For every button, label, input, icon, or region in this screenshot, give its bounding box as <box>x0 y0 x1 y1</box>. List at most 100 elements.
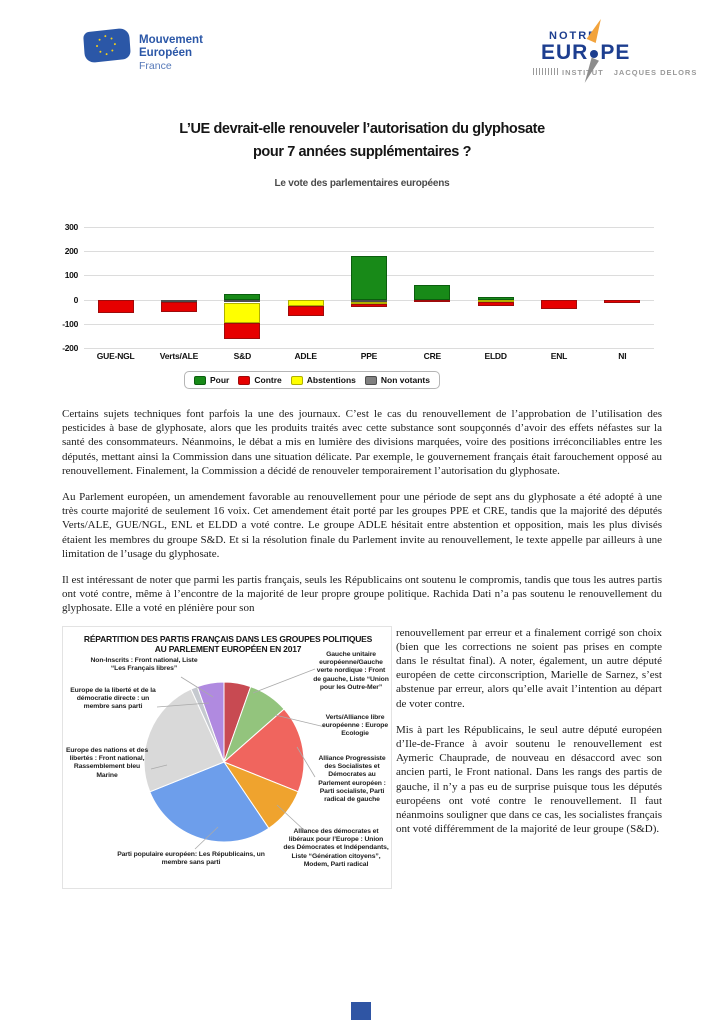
x-category-label: ENL <box>550 351 568 361</box>
x-category-label: S&D <box>233 351 252 361</box>
bar-segment-pour <box>351 255 387 300</box>
bar-plot <box>84 227 654 349</box>
page-title: L’UE devrait-elle renouveler l’autorisat… <box>0 118 724 164</box>
bar-segment-pour <box>414 284 451 300</box>
chart-legend-row: Pour Contre Abstentions Non votants <box>0 371 724 389</box>
barcode-icon <box>533 68 559 75</box>
legend-swatch-non_votants <box>364 375 377 385</box>
bar-segment-abstentions <box>287 299 324 307</box>
legend-label: Non votants <box>380 375 430 385</box>
legend-swatch-pour <box>193 375 206 385</box>
paragraph-4: Mis à part les Républicains, le seul aut… <box>396 723 662 836</box>
institut-label: INSTITUT <box>562 68 604 77</box>
bar-segment-contre <box>97 299 134 314</box>
body-text: Certains sujets techniques font parfois … <box>62 407 662 893</box>
leader-line-sd <box>296 746 316 777</box>
x-category-label: CRE <box>423 351 442 361</box>
y-tick-label: 0 <box>73 294 79 305</box>
jacques-delors-label: JACQUES DELORS <box>613 68 698 77</box>
gridline <box>84 348 654 349</box>
bar-segment-contre <box>414 299 451 302</box>
pie-chart-box: RÉPARTITION DES PARTIS FRANÇAIS DANS LES… <box>62 625 392 889</box>
legend-swatch-abstentions <box>290 375 303 385</box>
bar-segment-abstentions <box>351 302 387 304</box>
paragraph-1: Certains sujets techniques font parfois … <box>62 408 662 477</box>
bar-x-axis: GUE-NGL Verts/ALE S&D ADLE PPE CRE ELDD ENL NI <box>84 351 654 363</box>
compass-hub-icon <box>590 50 599 58</box>
bar-segment-abstentions <box>477 299 514 302</box>
bar-segment-non_votants <box>161 299 197 302</box>
legend-swatch-contre <box>238 375 251 385</box>
pie-label-ppe: Parti populaire européen: Les Républicai… <box>117 850 265 866</box>
y-tick-label: 100 <box>64 270 79 281</box>
leader-line-eldd <box>156 702 210 708</box>
gridline <box>84 227 654 228</box>
legend-label: Contre <box>254 375 282 385</box>
notre-europe-logo: NOTRE EUR PE INSTITUT JACQUES DELORS <box>533 17 696 85</box>
notre-label: NOTRE <box>549 30 598 42</box>
bar-segment-contre <box>604 299 641 303</box>
pie-label-verts: Verts/Alliance libre européenne : Europe… <box>321 713 389 738</box>
bar-segment-contre <box>161 301 197 313</box>
x-category-label: GUE-NGL <box>96 351 135 361</box>
pie-slice-ppe <box>149 761 270 843</box>
x-category-label: ADLE <box>294 351 317 361</box>
logo-line: Mouvement <box>139 34 203 46</box>
pie-slice-ni <box>196 681 225 762</box>
bar-segment-contre <box>477 302 514 307</box>
legend-label: Pour <box>209 375 230 385</box>
pie-label-eldd: Europe de la liberté et de la démocratie… <box>70 686 156 711</box>
y-tick-label: -100 <box>62 318 78 329</box>
leader-line-gue <box>252 668 316 694</box>
pie-label-adle: Alliance des démocrates et libéraux pour… <box>283 827 389 868</box>
y-tick-label: -200 <box>62 343 78 353</box>
mouvement-europeen-wordmark: Mouvement Européen France <box>139 30 203 73</box>
gridline <box>84 323 654 325</box>
x-category-label: Verts/ALE <box>159 351 199 361</box>
title-line-2: pour 7 années supplémentaires ? <box>252 144 472 160</box>
bar-segment-contre <box>224 322 261 339</box>
footer-page-marker <box>351 1002 371 1020</box>
paragraph-3-continued: renouvellement par erreur et a finalemen… <box>396 626 662 710</box>
europe-pe: PE <box>600 41 631 64</box>
logo-line: France <box>139 60 172 72</box>
pie-label-sd: Alliance Progressiste des Socialistes et… <box>318 754 386 804</box>
mouvement-europeen-logo: Mouvement Européen France <box>83 27 203 73</box>
leader-line-ppe <box>194 826 219 849</box>
pie-svg <box>143 668 326 849</box>
chart-legend: Pour Contre Abstentions Non votants <box>183 371 440 389</box>
pie-leader-lines <box>150 668 326 849</box>
paragraph-2: Au Parlement européen, un amendement fav… <box>62 491 662 560</box>
bar-segment-abstentions <box>224 302 261 323</box>
bar-segment-pour <box>477 296 514 300</box>
title-line-1: L’UE devrait-elle renouveler l’autorisat… <box>179 121 545 137</box>
pie-chart-title: RÉPARTITION DES PARTIS FRANÇAIS DANS LES… <box>83 633 373 655</box>
x-category-label: NI <box>618 351 627 361</box>
y-tick-label: 200 <box>64 246 79 257</box>
x-category-label: PPE <box>360 351 378 361</box>
leader-line-ni <box>180 676 214 697</box>
eu-flag-icon <box>83 27 131 64</box>
bar-segment-contre <box>287 306 324 316</box>
pie-slices-group <box>143 681 305 843</box>
leader-line-enl <box>150 764 168 770</box>
pie-label-enl: Europe des nations et des libertés : Fro… <box>65 746 149 779</box>
bar-segment-contre <box>541 299 577 310</box>
y-tick-label: 300 <box>64 222 79 232</box>
legend-item-abstentions: Abstentions <box>290 375 356 385</box>
legend-label: Abstentions <box>306 375 356 385</box>
bar-segment-contre <box>351 304 387 308</box>
paragraph-3-intro: Il est intéressant de noter que parmi le… <box>62 574 662 615</box>
legend-item-pour: Pour <box>193 375 230 385</box>
bar-segment-pour <box>224 293 261 300</box>
bar-segment-non_votants <box>351 299 387 302</box>
europe-wordmark: EUR PE <box>541 42 663 64</box>
bar-y-axis: 300 200 100 0 -100 -200 <box>50 222 79 353</box>
leader-line-adle <box>276 804 306 831</box>
legend-item-non_votants: Non votants <box>364 375 430 385</box>
legend-item-contre: Contre <box>238 375 282 385</box>
eu-stars-icon <box>105 44 107 46</box>
pie-label-ni: Non-Inscrits : Front national, Liste “Le… <box>90 656 198 672</box>
pie-label-gue: Gauche unitaire européenne/Gauche verte … <box>313 650 389 691</box>
